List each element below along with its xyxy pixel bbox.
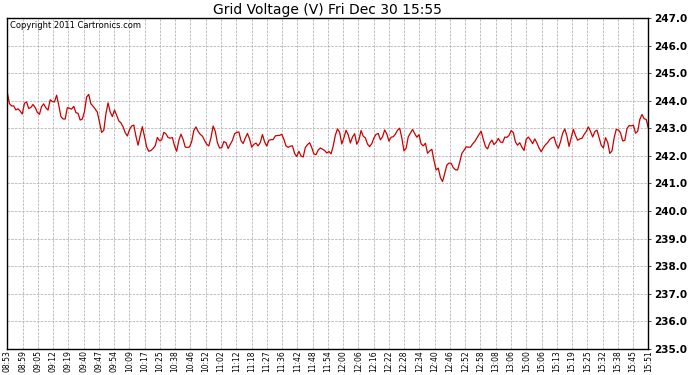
Title: Grid Voltage (V) Fri Dec 30 15:55: Grid Voltage (V) Fri Dec 30 15:55 [213,3,442,17]
Text: Copyright 2011 Cartronics.com: Copyright 2011 Cartronics.com [10,21,141,30]
